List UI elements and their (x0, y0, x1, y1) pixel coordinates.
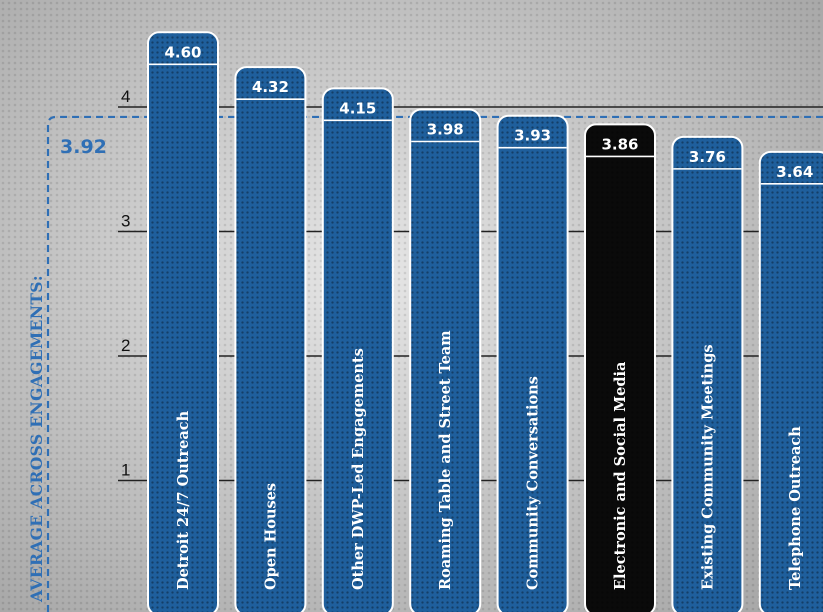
bar-labels: 4.60 Detroit 24/7 Outreach 4.32 Open Houses… (164, 43, 813, 590)
bar-value-label: 4.15 (339, 99, 376, 117)
bar-texture (149, 33, 217, 612)
average-value: 3.92 (60, 136, 107, 158)
bar-value-label: 3.98 (427, 120, 464, 138)
bar-group (234, 66, 307, 612)
bar-group (496, 114, 569, 612)
bar-category-label: Detroit 24/7 Outreach (175, 410, 192, 590)
bar-texture (236, 68, 305, 612)
bar-group (671, 135, 744, 612)
bar-value-label: 3.93 (514, 127, 551, 145)
y-tick-label: 4 (121, 87, 130, 106)
y-tick-label: 2 (121, 336, 130, 355)
y-tick-label: 1 (121, 461, 130, 480)
bar-texture (411, 110, 480, 612)
bar-group (321, 87, 394, 612)
bar-value-label: 4.32 (252, 78, 289, 96)
y-tick-label: 3 (121, 212, 130, 231)
bar-category-label: Roaming Table and Street Team (437, 330, 454, 590)
bar-value-label: 3.76 (689, 148, 726, 166)
bar-value-label: 3.86 (601, 135, 638, 153)
bar-texture (760, 152, 823, 612)
bar-texture (673, 137, 742, 612)
bar-texture (323, 89, 392, 612)
bar-category-label: Existing Community Meetings (699, 344, 716, 590)
average-box: 3.92 AVERAGE ACROSS ENGAGEMENTS: (27, 115, 823, 612)
average-dashed-line (46, 115, 823, 612)
bar-category-label: Other DWP-Led Engagements (350, 348, 367, 590)
average-label: AVERAGE ACROSS ENGAGEMENTS: (27, 275, 46, 603)
bar-value-label: 3.64 (776, 163, 813, 181)
bar-texture (586, 125, 654, 612)
bar-texture (498, 116, 567, 612)
bar-category-label: Telephone Outreach (787, 426, 804, 590)
bar-category-label: Open Houses (262, 483, 279, 590)
bar-value-label: 4.60 (164, 43, 201, 61)
bar-group (409, 108, 482, 612)
bars (147, 31, 823, 612)
bar-group (147, 31, 219, 612)
bar-category-label: Electronic and Social Media (612, 361, 629, 590)
bar-group (758, 150, 823, 612)
bar-group (584, 123, 656, 612)
bar-category-label: Community Conversations (525, 376, 542, 590)
